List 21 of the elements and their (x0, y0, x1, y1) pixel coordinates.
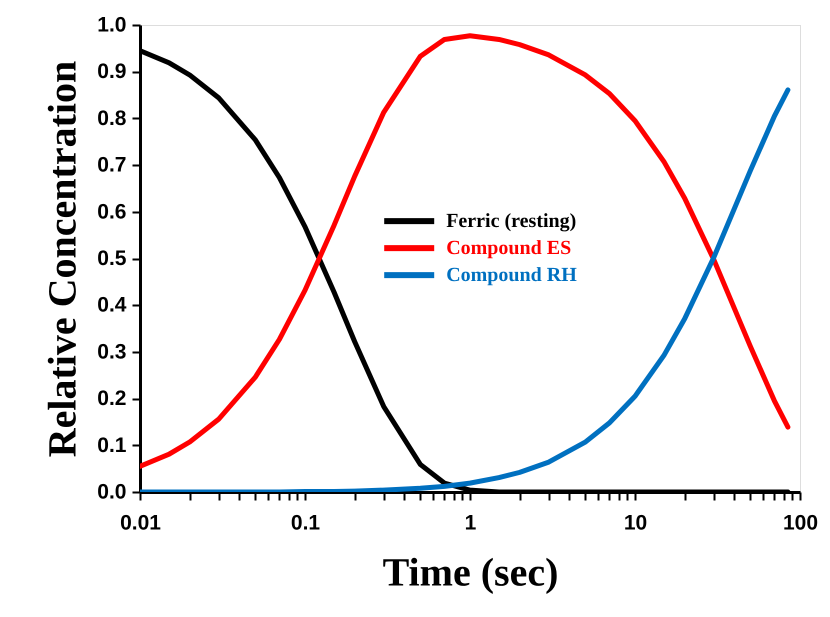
y-tick-label: 0.8 (97, 106, 127, 130)
y-tick-label: 0.3 (97, 340, 126, 364)
x-tick-label: 1 (464, 512, 477, 534)
y-tick-label: 1.0 (97, 14, 126, 36)
y-tick-label: 0.4 (97, 294, 127, 317)
x-axis-title: Time (sec) (382, 550, 558, 594)
x-tick-label: 0.01 (120, 512, 162, 534)
x-tick-label: 0.1 (290, 512, 320, 534)
y-tick-label: 0.2 (97, 387, 126, 410)
legend-label: Compound RH (446, 264, 578, 286)
x-tick-label: 10 (624, 512, 648, 534)
y-tick-label: 0.7 (97, 154, 126, 177)
y-tick-label: 0.0 (97, 480, 126, 504)
y-tick-label: 0.1 (97, 434, 127, 457)
y-axis-title: Relative Concentration (39, 60, 84, 458)
y-tick-label: 0.5 (97, 247, 127, 270)
y-tick-label: 0.9 (97, 60, 126, 84)
legend-label: Compound ES (446, 237, 572, 260)
y-tick-label: 0.6 (97, 200, 126, 224)
x-tick-label: 100 (782, 512, 818, 534)
legend-label: Ferric (resting) (446, 210, 576, 232)
